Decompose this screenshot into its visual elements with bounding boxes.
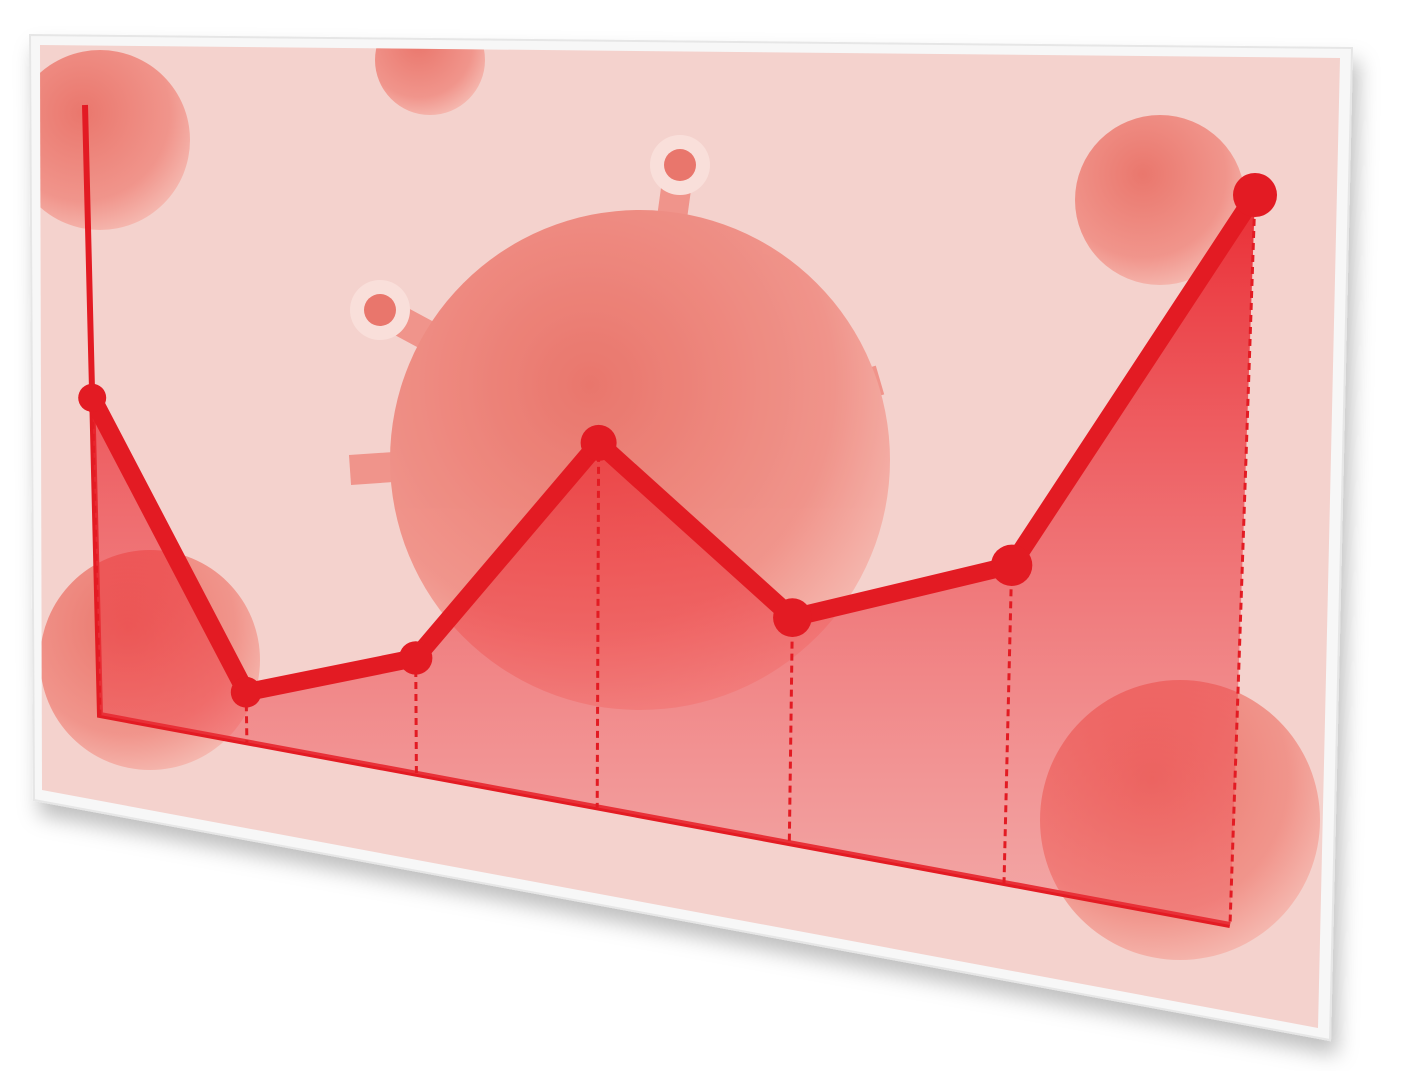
drop-line [414, 657, 418, 774]
virus [40, 50, 190, 230]
area-fill [92, 195, 1256, 925]
virus [375, 45, 485, 115]
drop-line [1228, 194, 1257, 926]
point [773, 598, 812, 637]
chart [78, 104, 1277, 928]
virus [1075, 115, 1245, 285]
point [78, 383, 107, 412]
point [230, 676, 262, 708]
point [399, 641, 433, 675]
point [1233, 173, 1277, 217]
drop-line [595, 442, 601, 808]
point [990, 544, 1033, 586]
drop-line [1002, 565, 1014, 884]
drop-line [244, 692, 249, 743]
point [580, 424, 617, 461]
drop-line [787, 617, 794, 844]
drop-line [90, 397, 102, 716]
